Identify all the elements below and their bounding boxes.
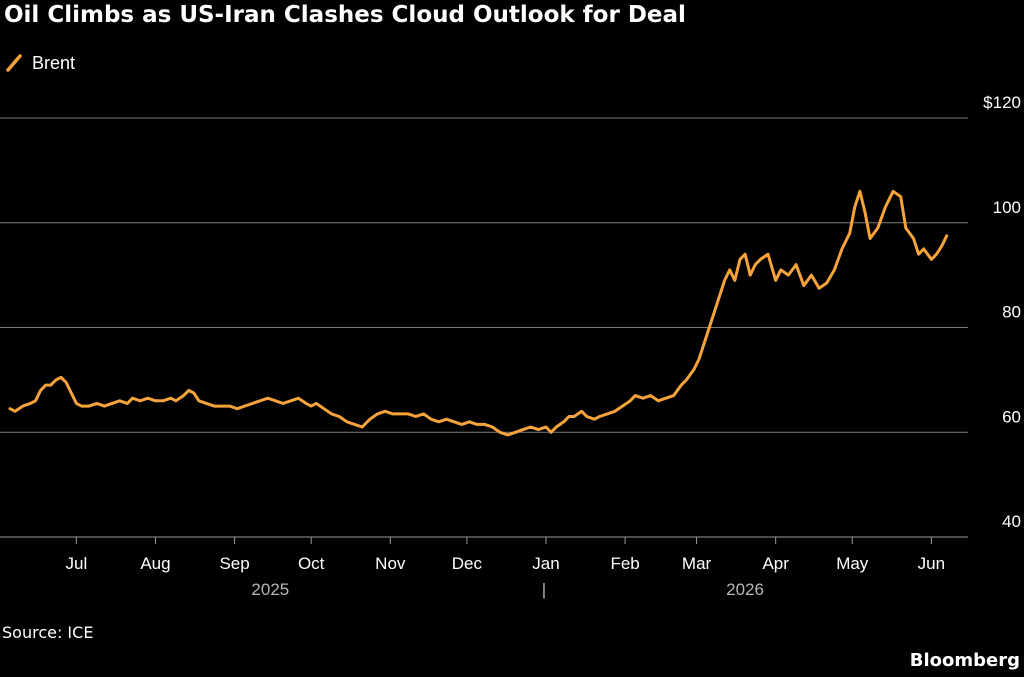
x-tick-label-aug: Aug: [140, 554, 170, 573]
y-tick-label-100: 100: [993, 198, 1021, 217]
y-tick-label-40: 40: [1002, 512, 1021, 531]
year-label-2025: 2025: [251, 580, 289, 599]
year-divider: |: [542, 580, 546, 599]
source-note: Source: ICE: [2, 623, 94, 642]
x-tick-label-jul: Jul: [65, 554, 87, 573]
series-line-brent: [8, 189, 949, 437]
legend: Brent: [4, 52, 75, 74]
y-tick-label-80: 80: [1002, 303, 1021, 322]
x-tick-label-apr: Apr: [762, 554, 789, 573]
legend-line-icon: [6, 54, 22, 72]
x-tick-label-dec: Dec: [452, 554, 483, 573]
chart-title: Oil Climbs as US-Iran Clashes Cloud Outl…: [4, 2, 686, 28]
x-tick-label-jun: Jun: [918, 554, 945, 573]
year-label-2026: 2026: [726, 580, 764, 599]
x-tick-label-may: May: [836, 554, 869, 573]
legend-label-brent: Brent: [32, 52, 76, 73]
x-tick-label-sep: Sep: [219, 554, 249, 573]
y-tick-label-60: 60: [1002, 407, 1021, 426]
x-tick-label-nov: Nov: [375, 554, 406, 573]
x-tick-label-jan: Jan: [532, 554, 559, 573]
x-tick-label-mar: Mar: [682, 554, 712, 573]
brand-logo: Bloomberg: [909, 650, 1020, 671]
x-tick-label-feb: Feb: [610, 554, 639, 573]
y-tick-label-120: $120: [983, 93, 1021, 112]
x-tick-label-oct: Oct: [298, 554, 325, 573]
